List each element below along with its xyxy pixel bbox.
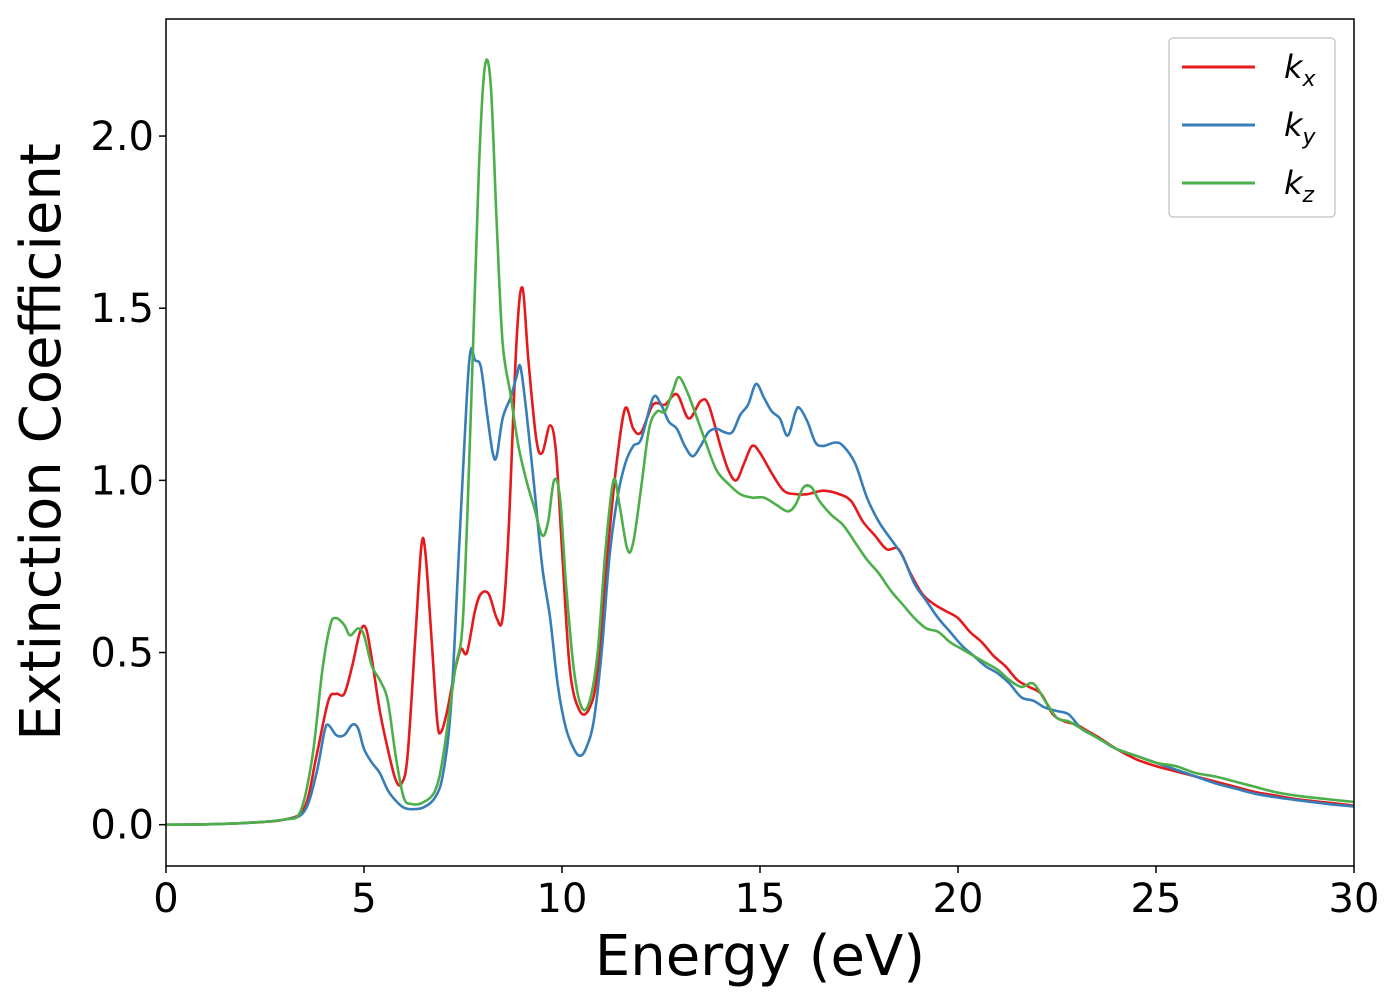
x-tick-label: 0	[153, 876, 178, 922]
y-axis-ticks: 0.0 0.5 1.0 1.5 2.0	[90, 114, 166, 849]
y-tick-label: 2.0	[90, 114, 154, 160]
legend: kx ky kz	[1168, 37, 1336, 218]
series-line-ky	[166, 346, 1354, 826]
x-axis-ticks: 0 5 10 15 20 25 30	[153, 866, 1379, 922]
x-tick-label: 30	[1329, 876, 1380, 922]
series-line-kz	[166, 58, 1354, 826]
series-layer	[166, 58, 1354, 826]
x-tick-label: 10	[537, 876, 588, 922]
legend-frame	[1168, 37, 1336, 218]
legend-label-kz: kz	[1284, 164, 1315, 208]
x-tick-label: 25	[1131, 876, 1182, 922]
x-tick-label: 20	[933, 876, 984, 922]
legend-label-ky: ky	[1284, 106, 1317, 150]
y-axis-label: Extinction Coefficient	[9, 143, 74, 741]
plot-area	[166, 19, 1354, 866]
x-tick-label: 5	[351, 876, 376, 922]
y-tick-label: 1.5	[90, 286, 154, 332]
x-tick-label: 15	[735, 876, 786, 922]
y-tick-label: 0.5	[90, 631, 154, 677]
y-tick-label: 1.0	[90, 458, 154, 504]
y-tick-label: 0.0	[90, 803, 154, 849]
x-axis-label: Energy (eV)	[595, 924, 925, 989]
legend-label-kx: kx	[1284, 48, 1317, 92]
